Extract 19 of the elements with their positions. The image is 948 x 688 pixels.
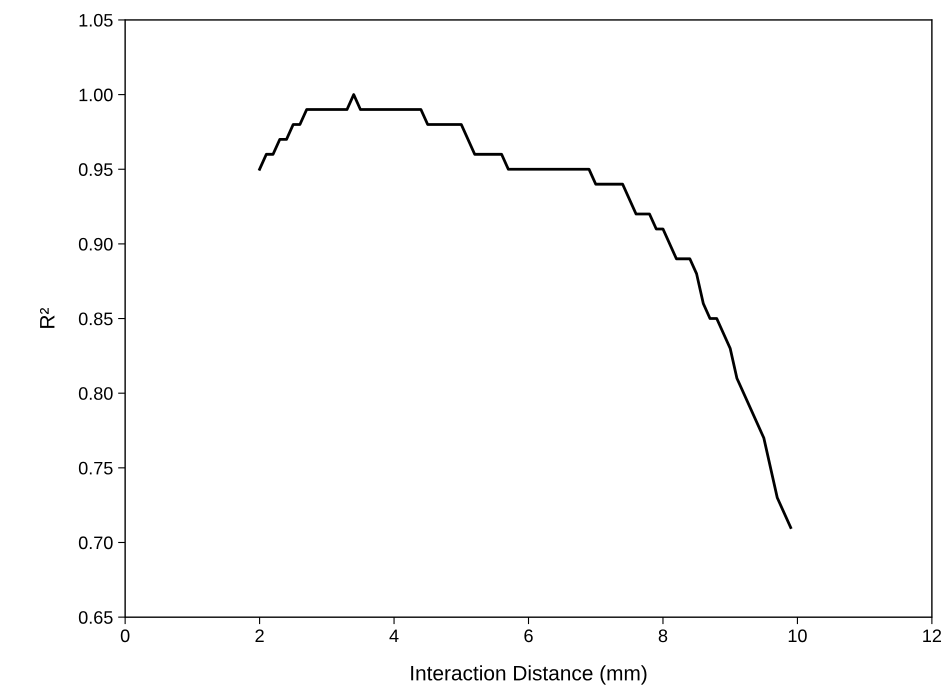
x-tick-label: 8 <box>658 629 668 642</box>
y-tick-label: 0.70 <box>78 536 113 550</box>
y-tick-label: 0.95 <box>78 163 113 176</box>
line-series <box>258 93 792 529</box>
x-tick-label: 4 <box>389 630 399 642</box>
y-tick-label: 1.05 <box>80 14 113 27</box>
y-tick-label: 0.75 <box>78 462 113 475</box>
x-tick-label: 10 <box>788 629 807 642</box>
y-axis-title: R² <box>40 308 54 328</box>
x-tick-label: 2 <box>255 629 264 642</box>
y-tick-label: 0.85 <box>78 312 113 326</box>
y-tick-label: 0.65 <box>78 611 113 624</box>
y-tick-label: 1.00 <box>80 88 113 102</box>
x-tick-label: 6 <box>524 629 533 642</box>
y-tick-label: 0.90 <box>78 238 113 251</box>
x-tick-label: 12 <box>923 629 942 642</box>
x-axis-title: Interaction Distance (mm) <box>411 665 646 685</box>
x-tick-label: 0 <box>120 629 130 642</box>
y-tick-label: 0.80 <box>78 387 113 400</box>
